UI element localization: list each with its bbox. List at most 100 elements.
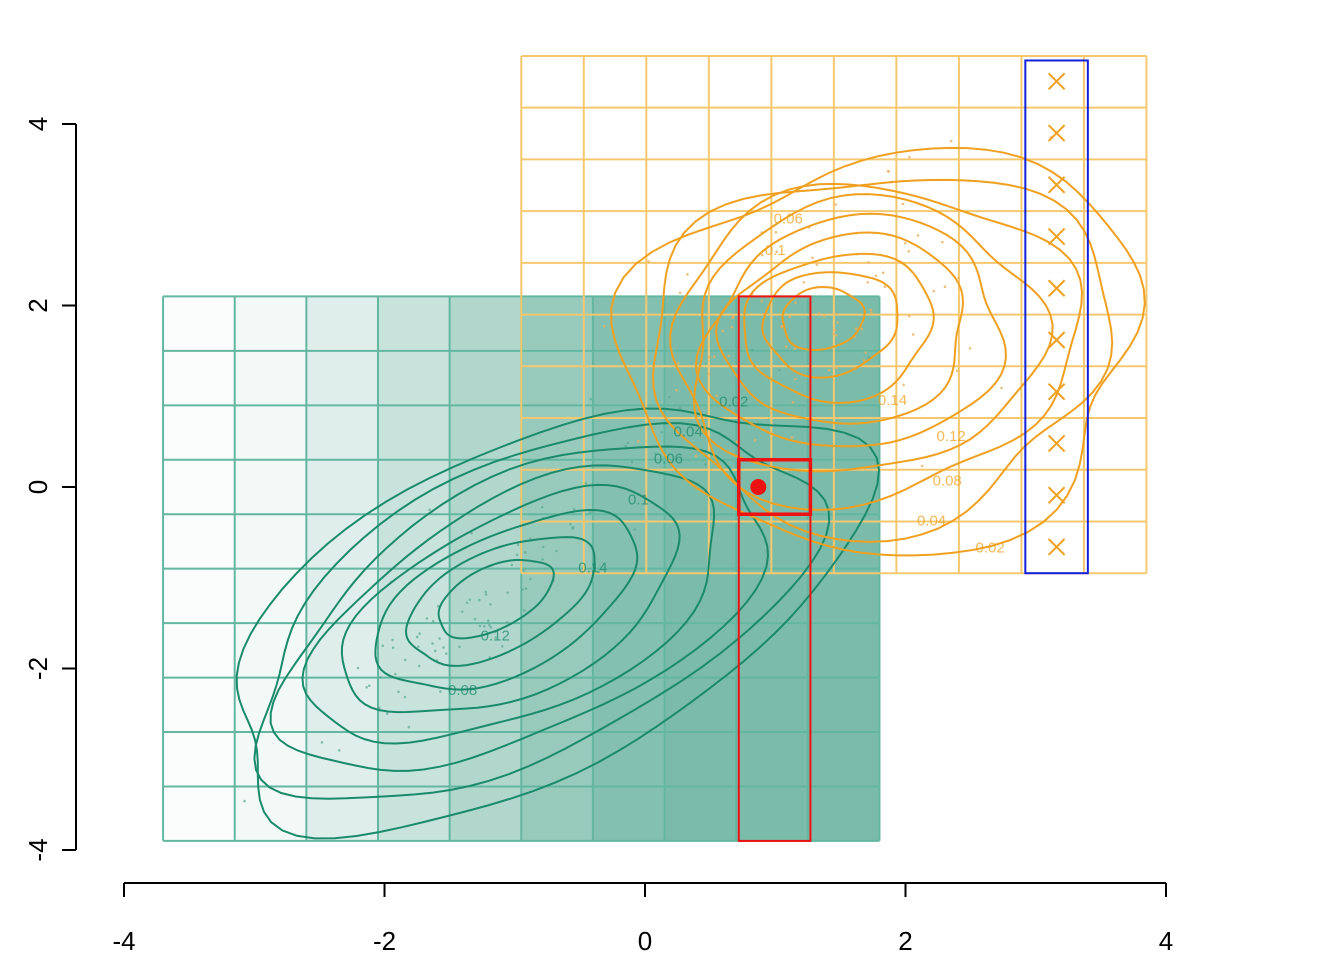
- scatter-point: [957, 276, 960, 280]
- scatter-point: [836, 321, 840, 324]
- scatter-point: [916, 234, 920, 237]
- scatter-point: [793, 347, 797, 350]
- scatter-point: [473, 617, 477, 621]
- scatter-point: [637, 439, 640, 443]
- green-contour-label: 0.14: [578, 560, 607, 577]
- cross-marker: [1047, 72, 1066, 91]
- scatter-point: [377, 706, 381, 710]
- scatter-point: [470, 531, 473, 535]
- scatter-point: [417, 645, 420, 648]
- scatter-point: [541, 545, 545, 549]
- cross-marker: [1047, 331, 1066, 349]
- scatter-point: [827, 368, 831, 372]
- scatter-point: [903, 241, 907, 245]
- orange-contour-label: 0.14: [878, 392, 907, 409]
- x-tick-label: 2: [898, 926, 912, 956]
- scatter-point: [707, 372, 711, 376]
- scatter-point: [425, 617, 429, 620]
- orange-contour-label: 0.04: [917, 512, 946, 529]
- scatter-point: [694, 454, 698, 458]
- red-cell-outline: [737, 458, 813, 516]
- orange-contour-line: [692, 193, 1054, 473]
- scatter-point: [381, 644, 385, 648]
- cross-marker: [1047, 383, 1066, 401]
- scatter-point: [510, 563, 514, 567]
- scatter-point: [391, 638, 394, 642]
- scatter-point: [775, 250, 778, 254]
- scatter-point: [442, 646, 445, 649]
- orange-contour-label: 0.1: [765, 242, 786, 259]
- scatter-point: [654, 452, 657, 455]
- scatter-point: [854, 327, 858, 330]
- scatter-point: [735, 440, 739, 444]
- scatter-point: [602, 324, 606, 328]
- scatter-point: [391, 646, 395, 650]
- x-tick-label: -2: [373, 926, 396, 956]
- scatter-point: [541, 505, 544, 509]
- scatter-point: [589, 397, 593, 401]
- x-tick-label: 4: [1159, 926, 1173, 956]
- scatter-point: [484, 590, 488, 594]
- scatter-point: [784, 345, 788, 348]
- scatter-point: [955, 369, 959, 373]
- scatter-point: [753, 438, 757, 442]
- scatter-point: [460, 610, 464, 613]
- scatter-point: [901, 202, 905, 206]
- scatter-point: [1000, 386, 1003, 390]
- scatter-point: [870, 311, 873, 314]
- scatter-point: [713, 355, 716, 358]
- scatter-point: [397, 690, 400, 694]
- scatter-point: [867, 260, 870, 264]
- scatter-point: [431, 619, 435, 623]
- scatter-point: [433, 649, 437, 653]
- scatter-point: [529, 577, 532, 581]
- scatter-point: [780, 325, 784, 329]
- scatter-point: [320, 741, 324, 744]
- scatter-point: [869, 308, 873, 312]
- scatter-point: [494, 636, 498, 639]
- scatter-point: [379, 676, 382, 679]
- scatter-point: [417, 664, 421, 668]
- scatter-point: [815, 263, 819, 266]
- scatter-point: [439, 690, 442, 693]
- scatter-point: [584, 481, 588, 485]
- scatter-point: [418, 632, 422, 635]
- scatter-point: [521, 588, 524, 591]
- scatter-point: [911, 333, 915, 336]
- scatter-point: [488, 623, 491, 627]
- orange-contour-line: [669, 182, 1084, 511]
- scatter-point: [522, 609, 526, 612]
- scatter-point: [478, 624, 482, 628]
- cross-marker: [1047, 538, 1066, 556]
- y-tick-label: -2: [23, 657, 53, 680]
- red-column-outline: [737, 295, 812, 842]
- scatter-point: [571, 527, 575, 530]
- scatter-point: [626, 441, 630, 445]
- y-tick-label: 0: [23, 480, 53, 494]
- scatter-point: [356, 666, 360, 670]
- y-tick-label: 4: [23, 117, 53, 131]
- scatter-point: [907, 314, 911, 318]
- scatter-point: [751, 348, 754, 352]
- scatter-point: [647, 260, 650, 263]
- green-contour-line: [437, 558, 555, 640]
- scatter-point: [907, 249, 911, 253]
- scatter-point: [902, 383, 905, 387]
- blue-column-outline: [1024, 59, 1089, 575]
- scatter-point: [817, 312, 821, 315]
- x-tick-label: -4: [112, 926, 135, 956]
- orange-contour-line: [743, 252, 935, 404]
- scatter-point: [573, 507, 576, 511]
- scatter-point: [833, 328, 837, 332]
- scatter-point: [874, 274, 878, 277]
- scatter-point: [881, 271, 885, 275]
- scatter-point: [523, 551, 527, 554]
- scatter-point: [394, 672, 397, 676]
- scatter-point: [686, 273, 689, 276]
- y-tick-label: -4: [23, 838, 53, 861]
- x-tick-label: 0: [638, 926, 652, 956]
- cross-marker: [1047, 434, 1066, 453]
- scatter-point: [794, 377, 797, 381]
- scatter-point: [624, 444, 627, 448]
